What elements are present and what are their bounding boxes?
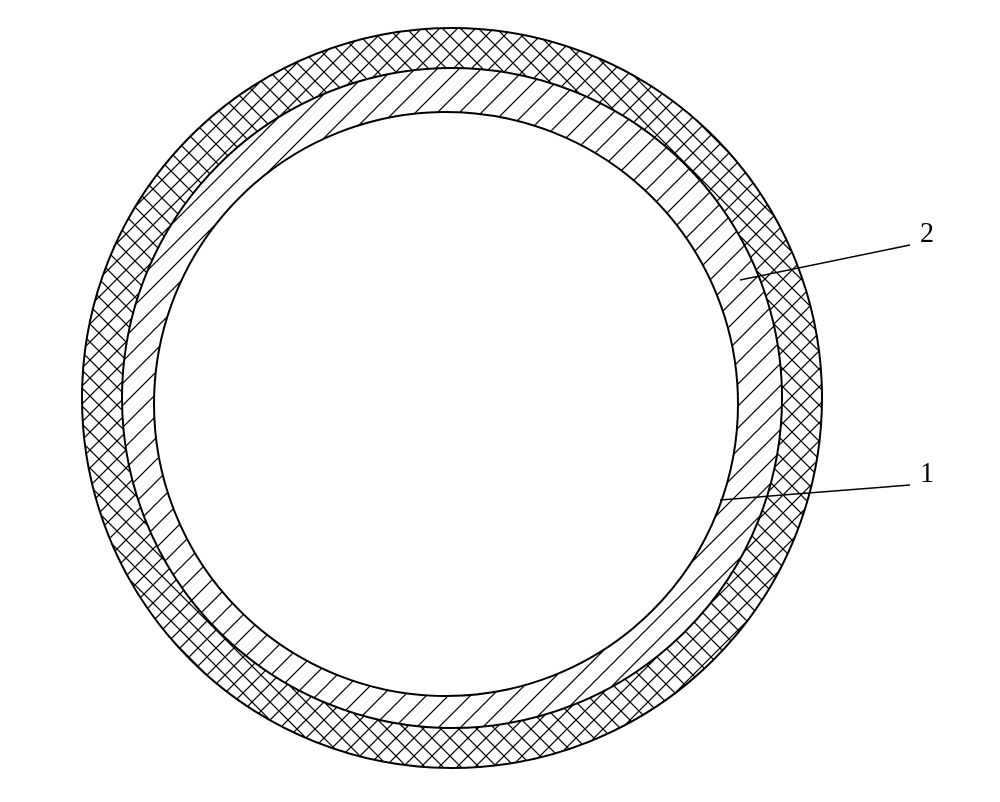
label-1: 1 — [920, 458, 934, 490]
inner-circle — [154, 112, 738, 696]
label-2: 2 — [920, 218, 934, 250]
cross-section-svg — [0, 0, 1000, 797]
inner-layer-hatch — [122, 68, 782, 728]
diagram-container — [0, 0, 1000, 797]
outer-layer-hatch — [82, 28, 822, 768]
